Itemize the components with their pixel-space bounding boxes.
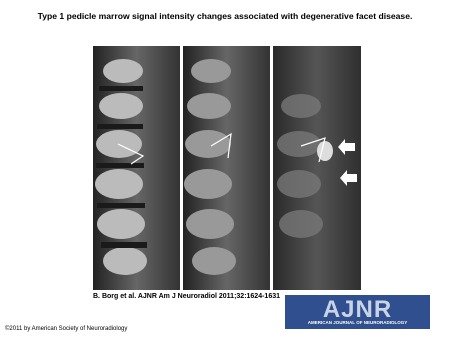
citation: B. Borg et al. AJNR Am J Neuroradiol 201… — [93, 293, 281, 300]
mri-panel-t2 — [183, 46, 270, 290]
copyright: ©2011 by American Society of Neuroradiol… — [5, 326, 128, 332]
logo-subtitle: AMERICAN JOURNAL OF NEURORADIOLOGY — [307, 320, 408, 325]
slide-title: Type 1 pedicle marrow signal intensity c… — [37, 11, 413, 21]
mri-figure — [93, 46, 361, 290]
journal-logo: AJNR AMERICAN JOURNAL OF NEURORADIOLOGY — [285, 295, 430, 329]
logo-name: AJNR — [322, 296, 393, 323]
mri-panel-t1 — [93, 46, 180, 290]
mri-panel-stir — [273, 46, 361, 290]
